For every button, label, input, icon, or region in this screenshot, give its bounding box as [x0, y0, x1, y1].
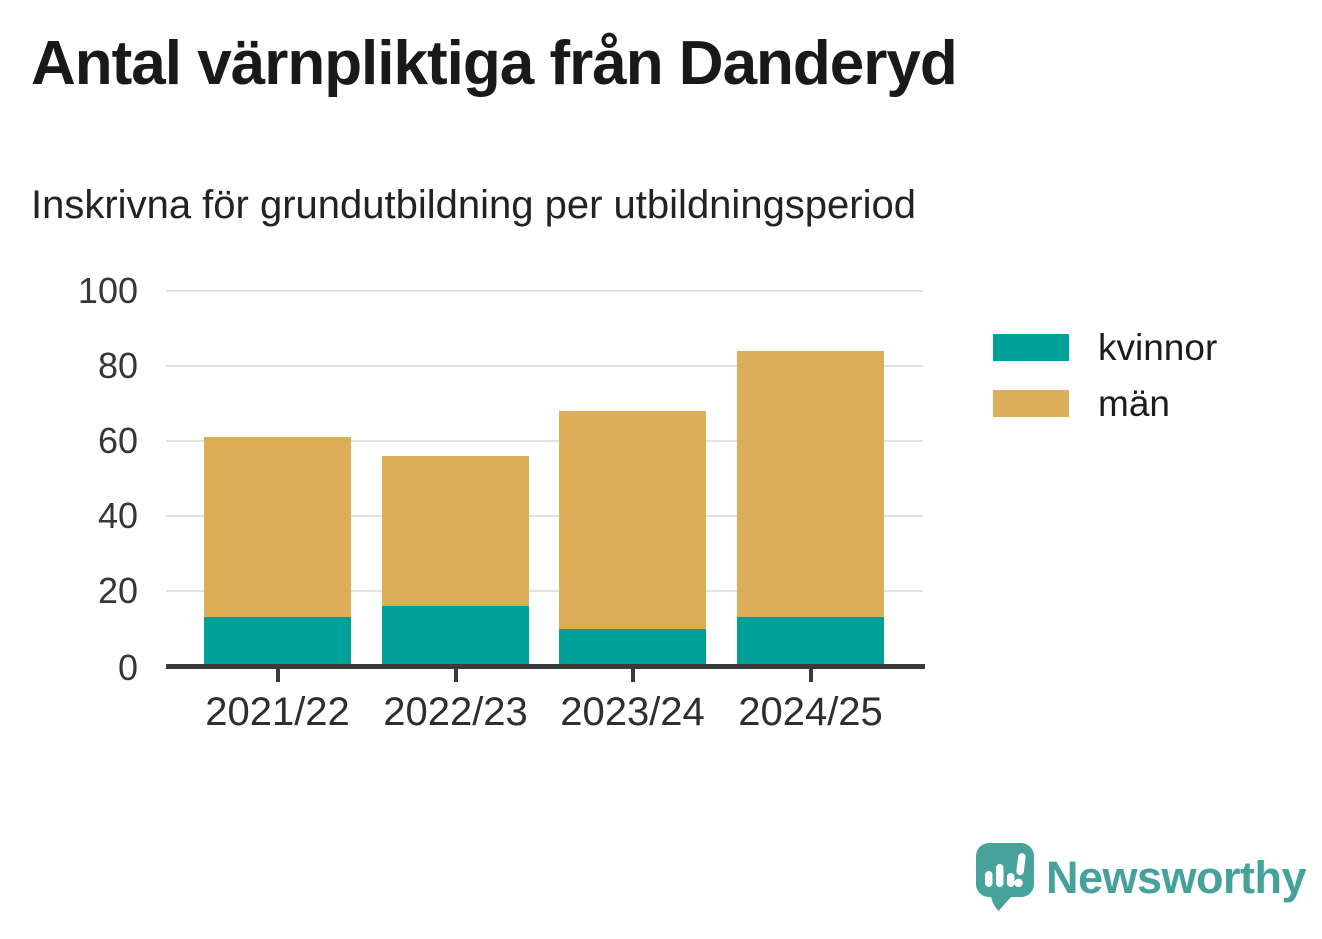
bar-kvinnor-2024-25	[737, 617, 884, 666]
legend-swatch-män	[993, 390, 1069, 417]
x-axis-category-label: 2024/25	[738, 690, 883, 734]
x-axis-tick	[275, 669, 280, 682]
x-axis-category-label: 2022/23	[383, 690, 528, 734]
legend-label-män: män	[1098, 383, 1170, 424]
gridline-100	[166, 290, 923, 292]
x-axis-tick	[630, 669, 635, 682]
bar-kvinnor-2022-23	[382, 606, 529, 666]
bar-män-2023-24	[559, 411, 706, 629]
y-axis-tick-label: 0	[117, 647, 138, 688]
y-axis-tick-label: 60	[97, 420, 138, 461]
y-axis-tick-label: 40	[97, 495, 138, 536]
chart-title: Antal värnpliktiga från Danderyd	[31, 29, 958, 98]
legend-label-kvinnor: kvinnor	[1098, 327, 1218, 368]
y-axis-tick-label: 100	[77, 270, 138, 311]
bar-män-2021-22	[204, 437, 351, 618]
x-axis-line	[166, 664, 925, 669]
x-axis-tick	[808, 669, 813, 682]
gridline-40	[166, 515, 923, 517]
newsworthy-logo-text: Newsworthy	[1046, 852, 1307, 903]
branding-footer: Newsworthy	[976, 843, 1307, 911]
bar-kvinnor-2021-22	[204, 617, 351, 666]
bar-män-2022-23	[382, 456, 529, 606]
y-axis-tick-label: 80	[97, 345, 138, 386]
bar-kvinnor-2023-24	[559, 628, 706, 666]
x-axis-category-label: 2023/24	[560, 690, 705, 734]
x-axis-tick	[453, 669, 458, 682]
bar-män-2024-25	[737, 351, 884, 618]
chart-subtitle: Inskrivna för grundutbildning per utbild…	[31, 183, 916, 227]
gridline-60	[166, 440, 923, 442]
gridline-20	[166, 590, 923, 592]
legend-swatch-kvinnor	[993, 334, 1069, 361]
newsworthy-logo-icon	[976, 843, 1034, 911]
y-axis-tick-label: 20	[97, 570, 138, 611]
x-axis-category-label: 2021/22	[205, 690, 350, 734]
gridline-80	[166, 365, 923, 367]
